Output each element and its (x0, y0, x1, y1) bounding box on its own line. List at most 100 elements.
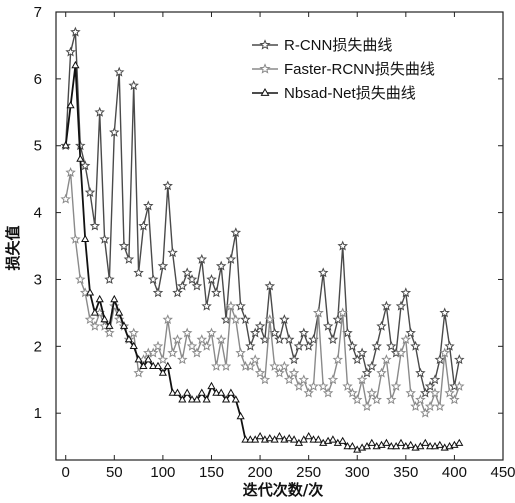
data-point (361, 401, 373, 411)
data-point (293, 380, 305, 391)
data-point (133, 367, 144, 378)
data-point (133, 267, 144, 278)
plot-frame (55, 11, 504, 461)
data-point (149, 361, 158, 369)
data-point (327, 334, 339, 345)
x-tick-label: 250 (296, 464, 321, 481)
data-point (79, 160, 91, 171)
data-point (429, 387, 441, 398)
series-3 (61, 60, 464, 453)
data-point (81, 234, 90, 242)
x-tick-label: 100 (150, 464, 175, 481)
data-point (322, 320, 334, 331)
data-point (211, 287, 222, 298)
legend: R-CNN损失曲线 Faster-RCNN损失曲线 Nbsad-Net损失曲线 (252, 37, 435, 102)
y-tick-label: 1 (34, 405, 42, 422)
data-point (361, 367, 373, 378)
data-point (342, 380, 353, 391)
data-point (332, 354, 344, 365)
series-layer (60, 26, 465, 453)
data-point (100, 314, 109, 323)
data-point (71, 60, 80, 69)
data-point (147, 274, 159, 284)
data-point (70, 233, 81, 244)
data-point (439, 347, 450, 358)
y-tick-label: 6 (34, 71, 42, 88)
data-point (338, 436, 347, 444)
data-point (444, 340, 455, 351)
legend-marker (259, 39, 271, 50)
data-point (259, 374, 271, 385)
data-point (95, 294, 104, 303)
data-point (196, 253, 208, 264)
data-point (303, 387, 314, 398)
data-point (347, 387, 358, 398)
data-point (76, 154, 85, 162)
data-point (255, 431, 265, 440)
data-point (241, 435, 250, 443)
legend-item: R-CNN损失曲线 (252, 37, 392, 54)
data-point (90, 308, 99, 316)
data-point (225, 300, 237, 311)
data-point (410, 401, 421, 411)
legend-label: R-CNN损失曲线 (284, 37, 392, 54)
data-point (279, 360, 290, 371)
y-axis-title: 损失值 (4, 225, 22, 270)
data-point (328, 435, 338, 443)
data-point (191, 280, 203, 291)
data-point (356, 347, 368, 358)
data-point (173, 388, 182, 396)
data-point (285, 433, 294, 442)
data-point (230, 314, 242, 325)
data-point (196, 334, 208, 345)
data-point (167, 347, 178, 358)
data-point (181, 327, 193, 338)
data-point (60, 193, 71, 204)
data-point (226, 388, 236, 396)
data-point (197, 388, 206, 396)
data-point (410, 340, 421, 351)
data-point (313, 307, 324, 318)
data-point (89, 220, 101, 231)
data-point (348, 441, 357, 450)
data-point (147, 347, 159, 358)
data-point (264, 280, 276, 291)
data-point (157, 260, 169, 271)
data-point (327, 374, 339, 385)
data-point (153, 361, 163, 369)
data-point (387, 441, 396, 450)
data-point (201, 300, 212, 311)
y-tick-label: 5 (34, 138, 42, 155)
data-point (225, 253, 237, 264)
data-point (152, 340, 164, 351)
data-point (396, 438, 406, 446)
legend-item: Faster-RCNN损失曲线 (252, 61, 435, 78)
data-point (381, 354, 392, 365)
data-point (386, 394, 397, 405)
data-point (283, 374, 295, 385)
data-point (405, 327, 416, 338)
series-1 (60, 26, 465, 398)
data-point (235, 347, 246, 358)
data-point (163, 361, 172, 369)
data-point (172, 334, 183, 345)
data-point (206, 274, 217, 284)
x-tick-label: 0 (62, 464, 70, 481)
data-point (298, 327, 310, 338)
data-point (220, 360, 232, 371)
data-point (202, 395, 211, 403)
data-point (240, 314, 251, 325)
data-point (279, 314, 290, 325)
data-point (317, 267, 329, 278)
data-point (231, 395, 240, 403)
data-point (274, 334, 285, 345)
y-tick-label: 4 (34, 205, 42, 222)
data-point (215, 260, 227, 271)
data-point (420, 387, 431, 398)
data-point (66, 100, 75, 109)
data-point (61, 141, 70, 149)
x-tick-label: 200 (248, 464, 273, 481)
data-point (351, 394, 363, 405)
data-point (400, 287, 412, 298)
